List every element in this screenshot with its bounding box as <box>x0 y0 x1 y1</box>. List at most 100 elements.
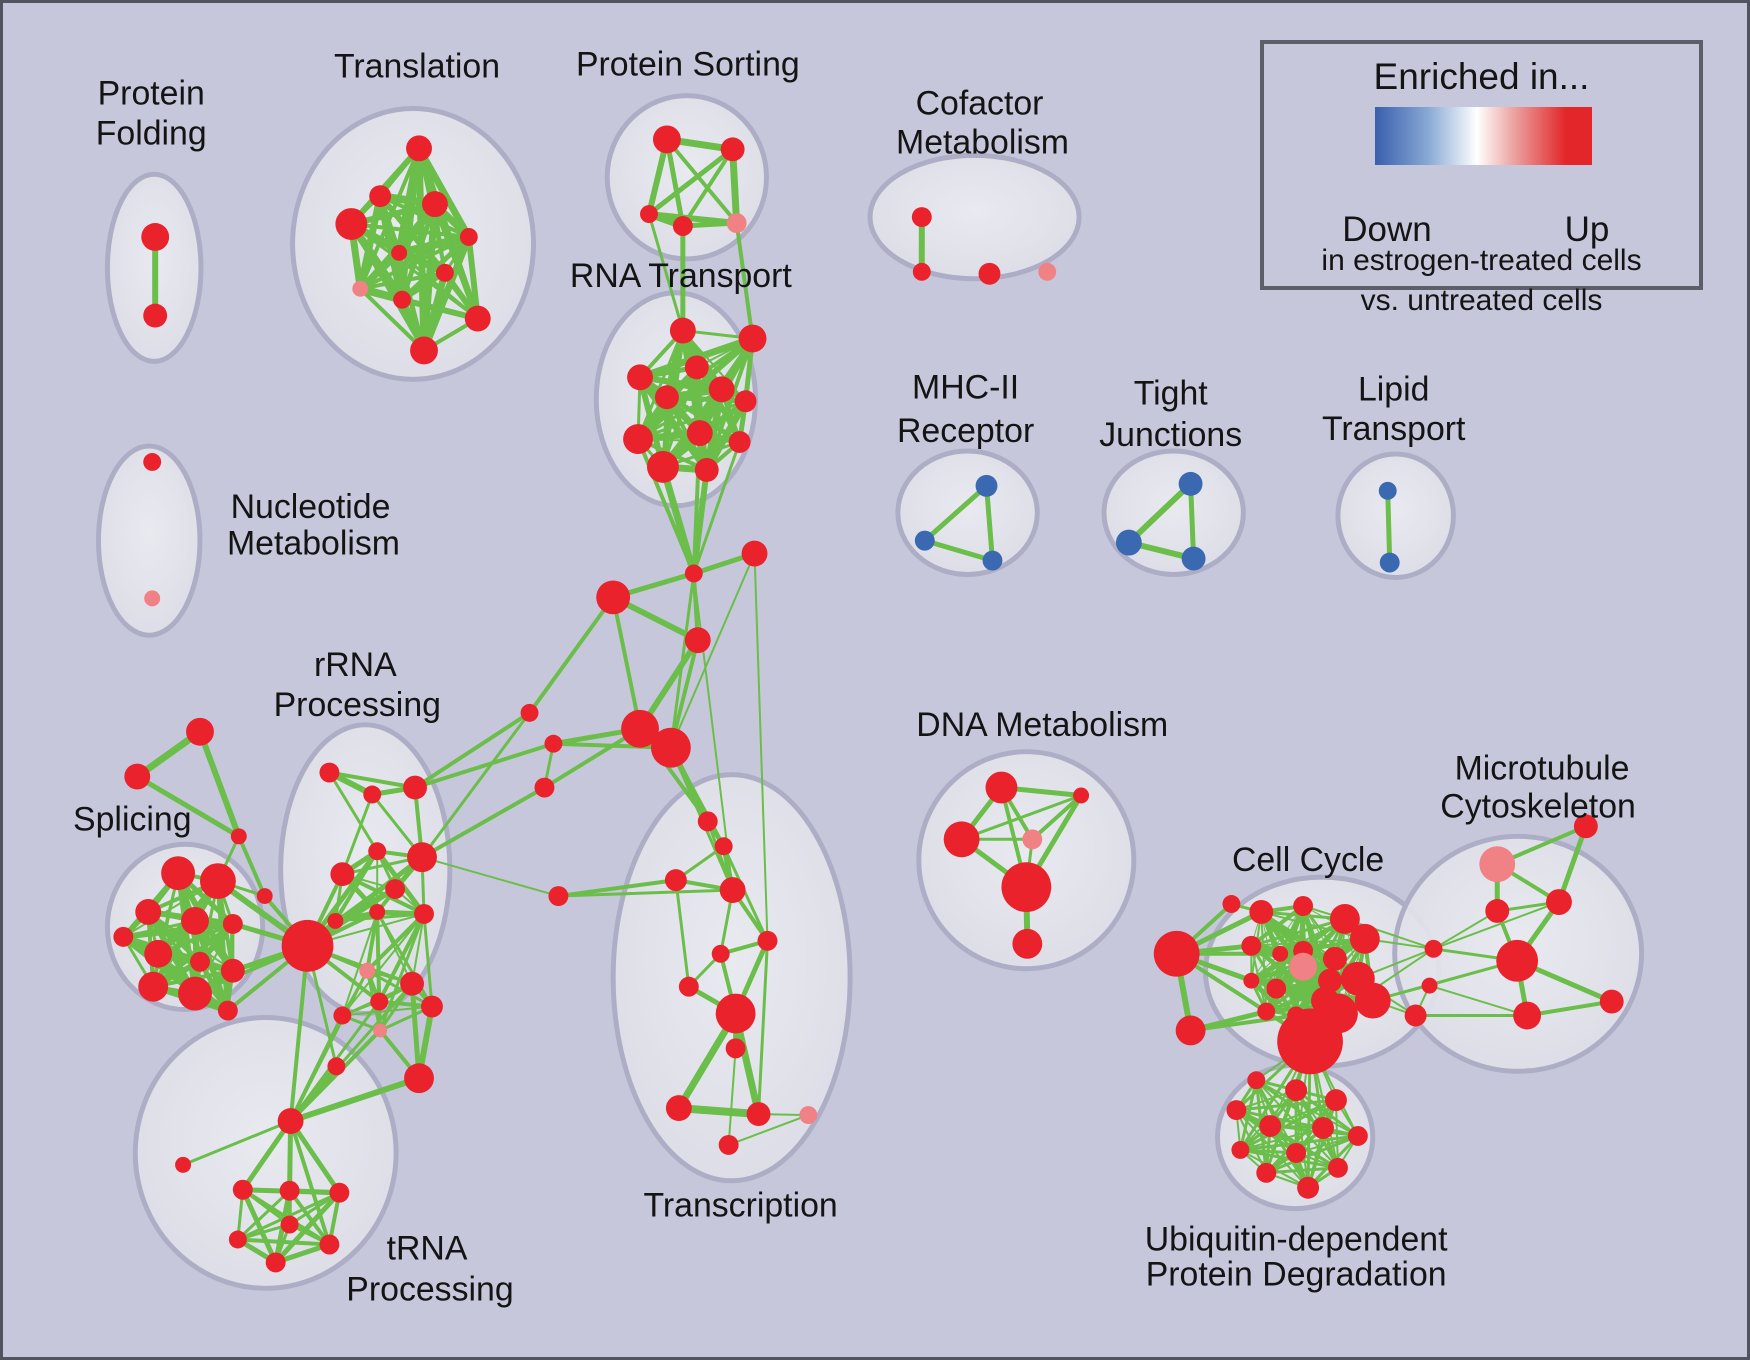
network-node <box>1257 1002 1276 1021</box>
network-edge <box>288 1028 383 1124</box>
cluster-label-mhc-ii-receptor-line2: Receptor <box>897 412 1034 450</box>
network-node <box>138 971 169 1002</box>
network-node <box>144 590 161 607</box>
network-edge <box>664 136 686 229</box>
network-edge <box>664 137 739 226</box>
network-node <box>914 530 935 551</box>
network-edge <box>703 397 750 474</box>
network-node <box>1349 923 1380 954</box>
network-node <box>985 771 1018 804</box>
network-edge <box>288 1119 332 1247</box>
network-node <box>669 317 696 344</box>
network-node <box>1293 896 1314 916</box>
network-edge <box>215 878 231 1014</box>
network-node <box>1277 1008 1343 1075</box>
cluster-label-rna-transport-line1: RNA Transport <box>570 257 792 295</box>
cluster-label-trna-processing-line1: tRNA <box>387 1229 468 1267</box>
network-edge <box>1432 909 1499 950</box>
network-node <box>393 290 412 309</box>
network-node <box>330 862 355 887</box>
legend-subtitle-line2: vs. untreated cells <box>1360 284 1603 317</box>
network-node <box>181 906 209 935</box>
network-edge <box>181 1119 293 1167</box>
network-edge <box>1264 1166 1340 1175</box>
network-node <box>1546 889 1572 915</box>
network-node <box>664 869 687 892</box>
network-edge <box>692 440 742 575</box>
network-edge <box>636 373 711 474</box>
network-node <box>228 1230 247 1249</box>
network-edge <box>1428 984 1529 1017</box>
cluster-label-lipid-transport-line1: Lipid <box>1358 370 1429 408</box>
network-node <box>143 303 168 328</box>
network-node <box>1175 1015 1206 1046</box>
network-edge <box>1188 1013 1299 1033</box>
network-edge <box>922 538 995 564</box>
network-node <box>708 376 735 403</box>
network-node <box>421 995 443 1018</box>
network-edge <box>1260 910 1366 940</box>
network-node <box>1231 1140 1250 1159</box>
network-node <box>711 944 730 963</box>
network-node <box>1222 895 1241 913</box>
network-node <box>279 1180 300 1201</box>
network-node <box>548 886 569 906</box>
network-edge <box>1264 1098 1338 1175</box>
cluster-label-dna-metabolism-line1: DNA Metabolism <box>916 706 1168 744</box>
network-node <box>1001 862 1052 912</box>
cluster-label-trna-processing-line2: Processing <box>346 1270 513 1308</box>
network-node <box>1243 972 1260 989</box>
network-node <box>406 135 432 162</box>
network-node <box>1012 928 1043 959</box>
cluster-ellipse-mhc-ii-receptor <box>895 448 1040 577</box>
network-edge <box>1249 917 1347 948</box>
network-edge <box>556 888 735 898</box>
cluster-label-ubiquitin-dependent-protein-degradation-line1: Ubiquitin-dependent <box>1145 1221 1448 1259</box>
network-edge <box>1249 904 1306 948</box>
network-edge <box>636 399 748 441</box>
network-node <box>400 971 424 996</box>
network-edge <box>273 1190 342 1265</box>
network-node <box>232 1179 253 1200</box>
network-node <box>407 842 437 873</box>
network-edge <box>669 552 756 749</box>
network-edge <box>984 483 995 564</box>
network-node <box>175 1156 192 1173</box>
network-node <box>1178 471 1203 496</box>
cluster-label-nucleotide-metabolism-line1: Nucleotide <box>231 488 391 526</box>
network-edge <box>377 911 426 1004</box>
network-edge <box>527 595 616 715</box>
network-node <box>741 540 768 567</box>
cluster-label-microtubule-cytoskeleton-line1: Microtubule <box>1455 750 1630 788</box>
network-edge <box>465 233 481 322</box>
network-node <box>714 837 733 856</box>
network-edge <box>753 552 769 942</box>
network-node <box>1115 529 1142 556</box>
network-edge <box>659 463 698 577</box>
network-edge <box>356 249 403 293</box>
network-edge <box>197 728 242 840</box>
cluster-label-rrna-processing-line1: rRNA <box>314 646 397 684</box>
network-edge <box>727 1114 810 1146</box>
network-node <box>975 474 998 497</box>
network-node <box>1266 978 1287 999</box>
network-edge <box>647 212 685 333</box>
legend-gradient-bar <box>1375 107 1592 165</box>
network-edge <box>413 710 532 790</box>
network-node <box>422 191 448 218</box>
network-edge <box>727 1047 737 1146</box>
network-node <box>1286 1142 1307 1163</box>
network-node <box>1599 989 1624 1014</box>
network-edge <box>287 1119 293 1227</box>
network-node <box>319 1234 340 1255</box>
legend-box: Enriched in... Down Up in estrogen-treat… <box>1260 40 1703 317</box>
network-node <box>1241 935 1262 956</box>
network-node <box>1496 939 1539 982</box>
network-node <box>1329 904 1360 934</box>
network-node <box>281 919 334 972</box>
network-node <box>978 262 1001 285</box>
cluster-label-translation-line1: Translation <box>334 48 500 86</box>
network-edge <box>134 774 242 839</box>
network-node <box>1289 952 1318 981</box>
